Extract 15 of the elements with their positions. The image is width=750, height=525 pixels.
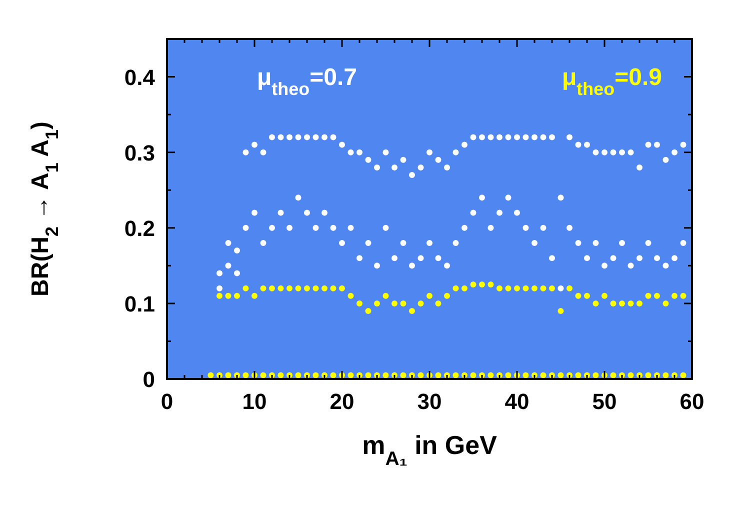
series-label: μ$_{theo}$=0.7 — [256, 64, 358, 99]
x-tick-label: 50 — [592, 389, 617, 414]
x-tick-label: 10 — [242, 389, 267, 414]
x-tick-label: 20 — [330, 389, 354, 414]
x-tick-label: 0 — [160, 389, 174, 414]
x-tick-label: 40 — [504, 389, 530, 414]
x-axis-title: m$_{A₁}$ in GeV — [362, 430, 498, 470]
x-tick-label: 30 — [417, 389, 442, 414]
text: μ$_{theo}$=0.9 — [562, 64, 662, 99]
y-tick-label: 0.4 — [124, 64, 156, 90]
y-tick-label: 0.3 — [124, 140, 155, 166]
y-tick-label: 0 — [142, 367, 155, 392]
x-tick-label: 60 — [680, 389, 704, 414]
y-tick-label: 0.1 — [124, 291, 155, 316]
y-tick-label: 0.2 — [124, 216, 155, 241]
